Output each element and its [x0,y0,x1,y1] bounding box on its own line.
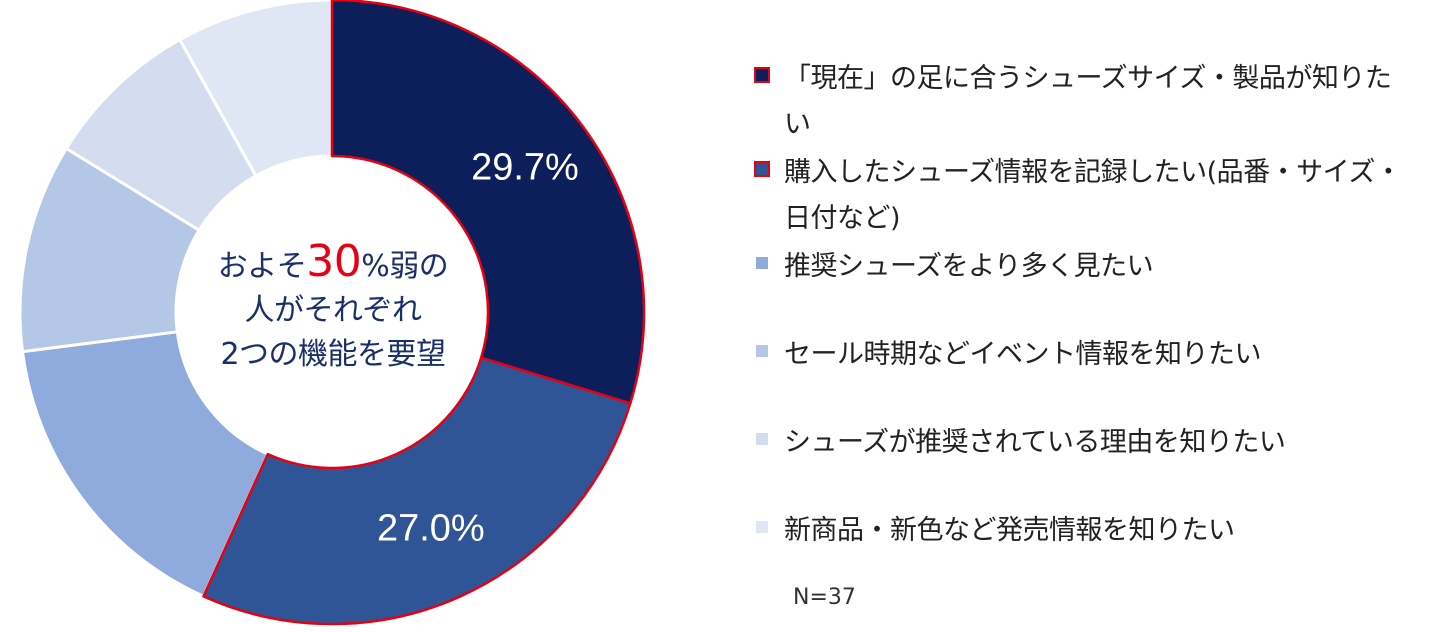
legend-swatch-5 [756,521,768,533]
donut-slice-2 [21,330,270,598]
legend-item-0: 「現在」の足に合うシューズサイズ・製品が知りたい [752,56,1412,150]
center-highlight-number: 30 [306,236,362,287]
center-line-1-suffix: %弱の [361,249,449,284]
donut-chart: 29.7% 27.0% [18,0,646,626]
slice-value-label-1: 27.0% [377,508,485,550]
center-label: およそ30%弱の 人がそれぞれ 2つの機能を要望 [178,240,488,377]
legend: 「現在」の足に合うシューズサイズ・製品が知りたい 購入したシューズ情報を記録した… [752,56,1412,554]
legend-label-1: 購入したシューズ情報を記録したい(品番・サイズ・日付など) [784,157,1402,234]
legend-label-4: シューズが推奨されている理由を知りたい [784,427,1286,458]
center-line-3: 2つの機能を要望 [220,337,446,372]
legend-swatch-2 [756,257,768,269]
legend-item-2: 推奨シューズをより多く見たい [752,244,1412,332]
legend-swatch-1 [754,161,770,177]
donut-slice-1 [202,356,632,626]
slice-value-label-0: 29.7% [471,146,579,188]
center-line-1: およそ30%弱の [178,240,488,289]
donut-slice-0 [330,0,646,405]
legend-swatch-0 [754,67,770,83]
legend-label-0: 「現在」の足に合うシューズサイズ・製品が知りたい [784,63,1392,140]
legend-item-1: 購入したシューズ情報を記録したい(品番・サイズ・日付など) [752,150,1412,244]
legend-item-5: 新商品・新色など発売情報を知りたい [752,508,1412,554]
center-line-2: 人がそれぞれ [244,293,423,328]
legend-swatch-3 [756,345,768,357]
legend-label-3: セール時期などイベント情報を知りたい [784,339,1262,370]
legend-item-4: シューズが推奨されている理由を知りたい [752,420,1412,508]
legend-label-2: 推奨シューズをより多く見たい [784,251,1154,282]
center-line-1-prefix: およそ [217,249,307,284]
legend-swatch-4 [756,433,768,445]
legend-item-3: セール時期などイベント情報を知りたい [752,332,1412,420]
sample-size-label: N=37 [793,585,856,610]
legend-label-5: 新商品・新色など発売情報を知りたい [784,515,1235,546]
